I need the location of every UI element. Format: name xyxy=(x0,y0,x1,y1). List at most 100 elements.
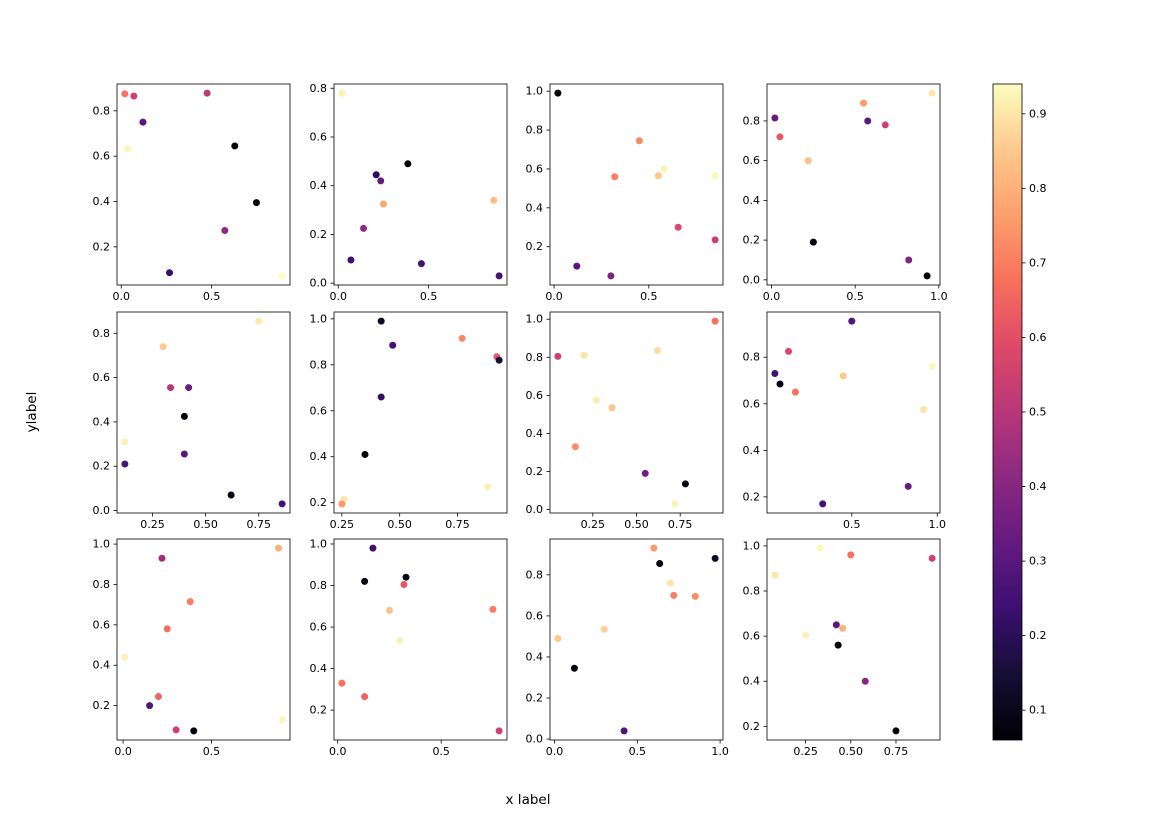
scatter-point xyxy=(180,412,188,420)
scatter-point xyxy=(400,580,408,588)
y-tick-label: 0.8 xyxy=(93,327,111,340)
scatter-point xyxy=(666,579,674,587)
scatter-point xyxy=(130,92,138,100)
y-tick-label: 0.8 xyxy=(310,82,328,95)
scatter-point xyxy=(892,727,900,735)
y-tick-label: 0.6 xyxy=(310,621,328,634)
scatter-point xyxy=(377,177,385,185)
y-tick-label: 0.4 xyxy=(310,450,328,463)
x-tick-label: 0.75 xyxy=(884,745,909,758)
colorbar-tick-label: 0.4 xyxy=(1029,480,1047,493)
x-tick-label: 0.0 xyxy=(763,290,781,303)
y-tick-label: 0.4 xyxy=(310,662,328,675)
scatter-point xyxy=(458,334,466,342)
scatter-point xyxy=(338,679,346,687)
y-tick-label: 0.8 xyxy=(743,584,761,597)
x-tick-label: 0.5 xyxy=(203,290,221,303)
scatter-point xyxy=(804,157,812,165)
x-tick-label: 0.25 xyxy=(793,745,818,758)
y-tick-label: 0.6 xyxy=(526,609,544,622)
scatter-point xyxy=(570,664,578,672)
x-tick-label: 0.0 xyxy=(114,745,132,758)
y-tick-label: 1.0 xyxy=(310,537,328,550)
subplot-r0-c2: 0.0 0.5 0.2 0.4 0.6 0.8 1.0 xyxy=(526,83,724,303)
scatter-point xyxy=(580,351,588,359)
scatter-point xyxy=(396,637,404,645)
y-tick-label: 0.6 xyxy=(93,371,111,384)
scatter-point xyxy=(275,544,283,552)
axes-spines xyxy=(116,538,291,741)
scatter-point xyxy=(670,591,678,599)
colorbar-tick-label: 0.6 xyxy=(1029,331,1047,344)
scatter-point xyxy=(361,577,369,585)
subplot-r0-c3: 0.0 0.5 1.0 0.0 0.2 0.4 0.6 0.8 xyxy=(743,83,948,303)
scatter-point xyxy=(771,571,779,579)
scatter-point xyxy=(389,341,397,349)
y-tick-label: 0.4 xyxy=(743,194,761,207)
scatter-point xyxy=(608,404,616,412)
y-tick-label: 0.2 xyxy=(310,704,328,717)
scatter-point xyxy=(159,343,167,351)
axes-spines xyxy=(766,311,941,514)
y-tick-label: 0.0 xyxy=(310,277,328,290)
y-tick-label: 0.8 xyxy=(526,351,544,364)
scatter-point xyxy=(923,272,931,280)
scatter-point xyxy=(172,726,180,734)
y-tick-label: 0.4 xyxy=(93,415,111,428)
axes-spines xyxy=(549,311,724,514)
y-tick-label: 1.0 xyxy=(93,538,111,551)
x-tick-label: 0.25 xyxy=(140,518,165,531)
subplot-r2-c2: 0.0 0.5 1.0 0.0 0.2 0.4 0.6 0.8 xyxy=(526,538,729,758)
scatter-point xyxy=(338,500,346,508)
colorbar: 0.1 0.2 0.3 0.4 0.5 0.6 0.7 0.8 0.9 xyxy=(992,83,1047,741)
scatter-point xyxy=(490,196,498,204)
scatter-point xyxy=(377,317,385,325)
scatter-point xyxy=(417,260,425,268)
scatter-point xyxy=(771,114,779,122)
y-tick-label: 0.0 xyxy=(93,504,111,517)
y-tick-label: 0.0 xyxy=(743,273,761,286)
scatter-point xyxy=(785,347,793,355)
axes-spines xyxy=(333,538,508,741)
x-tick-label: 0.5 xyxy=(846,290,864,303)
y-tick-label: 0.2 xyxy=(743,234,761,247)
scatter-point xyxy=(819,500,827,508)
x-tick-label: 0.75 xyxy=(247,518,272,531)
colorbar-tick-label: 0.1 xyxy=(1029,704,1047,717)
subplot-r0-c0: 0.0 0.5 0.2 0.4 0.6 0.8 xyxy=(93,83,291,303)
scatter-point xyxy=(600,625,608,633)
y-tick-label: 0.8 xyxy=(743,114,761,127)
y-tick-label: 0.2 xyxy=(93,699,111,712)
x-tick-label: 0.5 xyxy=(843,518,861,531)
axes-spines xyxy=(116,83,291,286)
scatter-point xyxy=(635,137,643,145)
y-tick-label: 0.0 xyxy=(526,503,544,516)
scatter-point xyxy=(839,624,847,632)
scatter-point xyxy=(278,500,286,508)
scatter-point xyxy=(650,544,658,552)
scatter-point xyxy=(861,677,869,685)
scatter-point xyxy=(377,393,385,401)
scatter-point xyxy=(139,118,147,126)
subplot-r2-c0: 0.0 0.5 0.2 0.4 0.6 0.8 1.0 xyxy=(93,538,291,758)
x-tick-label: 0.25 xyxy=(330,518,355,531)
scatter-point xyxy=(221,227,229,235)
colorbar-gradient-rect xyxy=(993,84,1022,740)
scatter-point xyxy=(571,443,579,451)
scatter-point xyxy=(186,598,194,606)
x-tick-label: 0.50 xyxy=(839,745,864,758)
subplot-r1-c1: 0.25 0.50 0.75 0.2 0.4 0.6 0.8 1.0 xyxy=(310,311,508,531)
scatter-point xyxy=(231,142,239,150)
scatter-point xyxy=(711,236,719,244)
scatter-point xyxy=(573,262,581,270)
subplot-r0-c1: 0.0 0.5 0.0 0.2 0.4 0.6 0.8 xyxy=(310,82,508,303)
scatter-point xyxy=(484,483,492,491)
y-tick-label: 0.4 xyxy=(743,444,761,457)
y-tick-label: 0.2 xyxy=(93,460,111,473)
scatter-point xyxy=(121,460,129,468)
y-tick-label: 0.0 xyxy=(526,733,544,746)
x-axis-label: x label xyxy=(505,792,551,808)
scatter-point xyxy=(385,606,393,614)
scatter-point xyxy=(489,605,497,613)
